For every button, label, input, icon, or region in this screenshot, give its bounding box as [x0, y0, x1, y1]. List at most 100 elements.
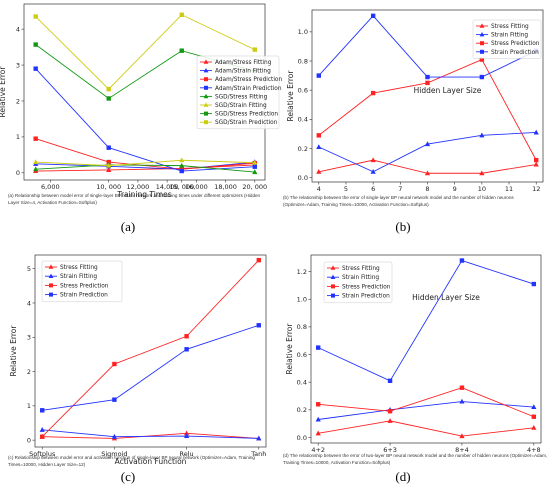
legend-marker — [48, 273, 54, 278]
legend-marker — [204, 111, 208, 116]
legend-marker — [203, 68, 209, 73]
figure-caption: Training Times=10000, Activation Functio… — [283, 460, 391, 465]
y-axis-label: Relative Error — [9, 325, 18, 377]
y-tick-label: 0.8 — [298, 57, 308, 65]
y-tick-label: 0.6 — [298, 86, 308, 94]
y-tick-label: 1 — [27, 402, 31, 410]
legend-box — [41, 260, 123, 303]
series-line — [42, 429, 259, 439]
chart-panel-c: 0 1 2 3 4 5 Softplus Sigmoid Relu Tanh Activation … — [8, 254, 267, 484]
y-tick-label: 2 — [27, 368, 31, 376]
x-tick-label: 18,000 — [214, 183, 237, 191]
legend: Stress Fitting Strain Fitting Stress Predi… — [472, 19, 542, 59]
data-point — [179, 48, 184, 53]
figure-caption: (c) Relationship between model error and… — [8, 455, 255, 460]
data-point — [316, 168, 322, 174]
legend-label: SGD/Stress Fitting — [215, 94, 268, 100]
y-tick-label: 0.4 — [298, 116, 308, 124]
y-tick-label: 0 — [27, 436, 31, 444]
data-point — [184, 334, 189, 339]
plot-frame — [34, 254, 267, 448]
figure-caption: (d) The relationship between the error o… — [283, 453, 547, 458]
data-point — [531, 424, 537, 430]
legend-box — [472, 19, 542, 59]
data-point — [479, 57, 485, 62]
legend-label: Stress Fitting — [342, 266, 380, 272]
data-point — [370, 13, 376, 19]
y-tick-label: 1 — [16, 133, 20, 141]
data-point — [256, 323, 261, 328]
legend-marker — [48, 264, 54, 269]
legend-marker — [480, 49, 484, 54]
data-point — [106, 159, 111, 165]
series-line — [318, 131, 537, 173]
legend-marker — [204, 120, 208, 125]
legend-label: SGD/Stress Prediction — [215, 112, 278, 118]
legend-box — [196, 55, 280, 130]
legend-label: Strain Fitting — [342, 275, 379, 281]
figure-caption: (a) Relationship between model error of … — [8, 193, 261, 198]
y-axis-label: Relative Error — [0, 66, 7, 118]
data-point — [316, 144, 322, 150]
x-tick-label: 12 — [532, 185, 540, 193]
y-tick-label: 0.0 — [297, 434, 307, 442]
panel-label: (d) — [395, 469, 410, 484]
legend-marker — [203, 102, 209, 107]
data-point — [479, 132, 485, 138]
series-line — [35, 161, 255, 170]
data-point — [179, 12, 184, 17]
data-point — [459, 433, 465, 439]
x-tick-label: Relu — [180, 450, 194, 458]
data-point — [315, 402, 321, 407]
panel-label: (a) — [121, 219, 135, 234]
legend-label: Stress Prediction — [342, 284, 391, 290]
data-point — [425, 74, 430, 80]
y-tick-label: 3 — [16, 61, 20, 69]
figure-caption: Times=10000, Hidden Layer Size=12) — [8, 462, 86, 467]
data-point — [534, 157, 539, 163]
data-point — [370, 168, 376, 174]
y-tick-label: 5 — [27, 265, 31, 273]
legend-label: Strain Fitting — [491, 33, 528, 39]
x-tick-label: 4+2 — [311, 446, 325, 454]
legend-marker — [204, 77, 208, 82]
legend-marker — [203, 93, 209, 99]
x-axis-label: Training Times — [116, 190, 171, 199]
y-tick-label: 0.8 — [297, 323, 307, 331]
data-point — [106, 86, 111, 92]
series-line — [35, 14, 255, 90]
series-line — [42, 432, 259, 439]
series-line — [42, 324, 259, 411]
legend-label: SGD/Strain Fitting — [215, 103, 267, 109]
legend-marker — [330, 274, 336, 279]
data-point — [479, 170, 485, 176]
y-tick-label: 0.6 — [297, 351, 307, 359]
series-line — [317, 259, 534, 382]
data-point — [184, 347, 189, 352]
x-tick-label: 6,000 — [41, 183, 60, 191]
data-point — [387, 409, 393, 414]
legend-label: Adam/Strain Prediction — [215, 86, 282, 92]
x-tick-label: 7 — [398, 185, 402, 193]
y-tick-label: 1.0 — [297, 296, 307, 304]
legend-label: Stress Fitting — [491, 24, 529, 30]
data-point — [315, 416, 321, 422]
plot-frame — [310, 254, 542, 444]
data-point — [533, 161, 539, 167]
x-axis-label: Activation Function — [115, 457, 187, 466]
data-point — [531, 414, 537, 419]
series-line — [41, 259, 260, 438]
legend-marker — [330, 265, 336, 270]
data-point — [106, 162, 112, 168]
data-point — [315, 430, 321, 436]
legend-label: Strain Prediction — [60, 293, 108, 299]
data-point — [252, 159, 258, 165]
data-point — [39, 427, 45, 432]
chart-panel-d: 0.0 0.2 0.4 0.6 0.8 1.0 1.2 4+2 6+3 8+4 4+8 Hidden … — [283, 254, 547, 484]
data-point — [531, 281, 537, 287]
legend: Stress Fitting Strain Fitting Stress Predi… — [41, 260, 123, 303]
legend-label: Stress Prediction — [491, 41, 540, 47]
data-point — [256, 435, 262, 441]
data-point — [106, 96, 111, 101]
